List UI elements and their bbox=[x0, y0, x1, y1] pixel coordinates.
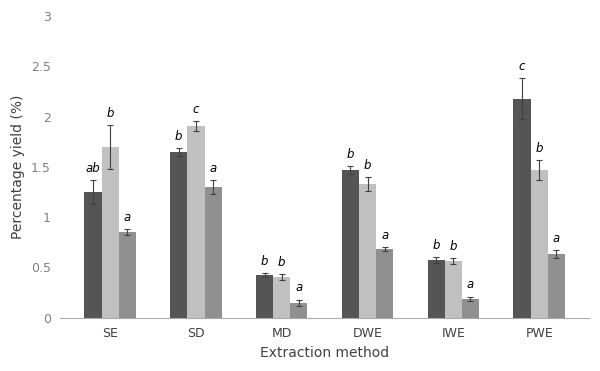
Bar bbox=[428, 260, 445, 318]
Bar bbox=[205, 187, 221, 318]
Bar bbox=[290, 302, 307, 318]
X-axis label: Extraction method: Extraction method bbox=[260, 346, 389, 360]
Text: b: b bbox=[106, 106, 114, 119]
Text: c: c bbox=[193, 103, 199, 116]
Text: b: b bbox=[449, 240, 457, 253]
Bar bbox=[462, 299, 479, 318]
Bar bbox=[514, 99, 530, 318]
Text: b: b bbox=[278, 256, 286, 269]
Bar bbox=[376, 249, 393, 318]
Bar bbox=[530, 170, 548, 318]
Text: b: b bbox=[535, 142, 543, 155]
Bar bbox=[342, 170, 359, 318]
Text: a: a bbox=[124, 211, 131, 224]
Bar bbox=[445, 261, 462, 318]
Text: a: a bbox=[553, 232, 560, 245]
Text: a: a bbox=[295, 282, 302, 295]
Bar bbox=[187, 126, 205, 318]
Text: b: b bbox=[347, 148, 354, 161]
Bar bbox=[273, 278, 290, 318]
Y-axis label: Percentage yield (%): Percentage yield (%) bbox=[11, 95, 25, 239]
Text: b: b bbox=[433, 239, 440, 252]
Bar bbox=[359, 184, 376, 318]
Text: a: a bbox=[467, 279, 474, 292]
Text: c: c bbox=[519, 60, 525, 73]
Bar bbox=[548, 254, 565, 318]
Bar bbox=[170, 152, 187, 318]
Bar bbox=[101, 147, 119, 318]
Bar bbox=[85, 192, 101, 318]
Text: b: b bbox=[364, 159, 371, 172]
Bar bbox=[119, 232, 136, 318]
Text: b: b bbox=[261, 255, 268, 268]
Text: a: a bbox=[209, 162, 217, 175]
Text: b: b bbox=[175, 130, 182, 143]
Text: ab: ab bbox=[86, 162, 100, 175]
Bar bbox=[256, 275, 273, 318]
Text: a: a bbox=[381, 229, 388, 242]
